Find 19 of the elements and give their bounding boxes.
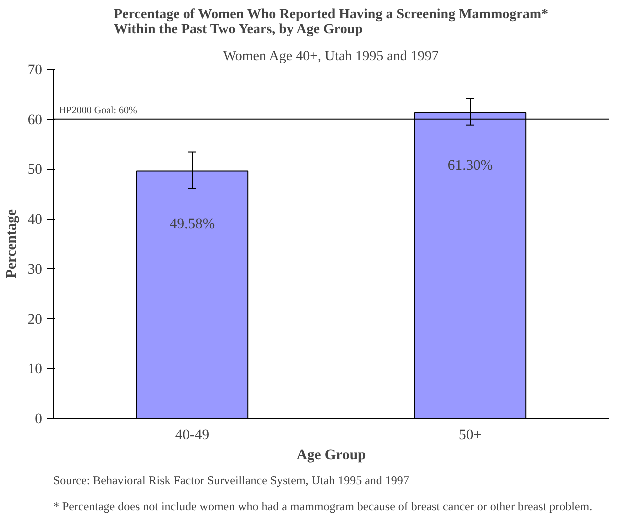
y-tick-label: 70 [28, 62, 42, 78]
source-note: Source: Behavioral Risk Factor Surveillance System, Utah 1995 and 1997 [54, 474, 410, 488]
ref-line-label: HP2000 Goal: 60% [59, 105, 138, 116]
y-tick-label: 60 [28, 112, 42, 128]
x-tick-label: 40-49 [175, 428, 210, 444]
data-label: 61.30% [448, 158, 494, 174]
y-tick-label: 30 [28, 262, 42, 278]
y-tick-label: 20 [28, 312, 42, 328]
y-tick-label: 50 [28, 162, 42, 178]
y-tick-label: 0 [35, 412, 42, 428]
text: * Percentage does not include women who had a mammogram because of breast cancer or other breast problem. [54, 500, 593, 514]
chart-subtitle: Women Age 40+, Utah 1995 and 1997 [223, 50, 439, 64]
y-tick-label: 40 [28, 212, 42, 228]
x-axis-title: Age Group [296, 448, 366, 464]
data-label: 49.58% [170, 216, 216, 232]
chart-title: Percentage of Women Who Reported Having a Screening Mammogram* Within the Past Two Years, by Age Group [114, 8, 548, 38]
y-tick-label: 10 [28, 362, 42, 378]
y-axis-title: Percentage [4, 209, 20, 278]
x-tick-label: 50+ [459, 428, 482, 444]
